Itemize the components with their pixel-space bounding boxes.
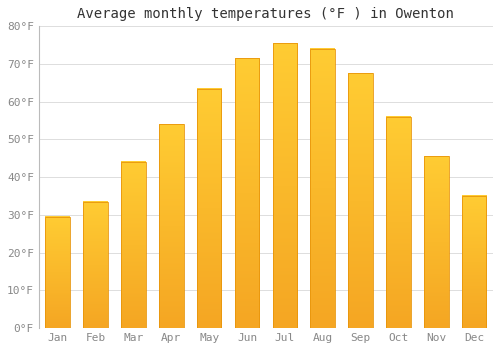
Bar xyxy=(46,217,70,328)
Bar xyxy=(197,89,222,328)
Bar xyxy=(84,202,108,328)
Bar xyxy=(159,124,184,328)
Bar xyxy=(121,162,146,328)
Bar xyxy=(386,117,410,328)
Bar xyxy=(234,58,260,328)
Title: Average monthly temperatures (°F ) in Owenton: Average monthly temperatures (°F ) in Ow… xyxy=(78,7,454,21)
Bar xyxy=(348,74,373,328)
Bar xyxy=(272,43,297,328)
Bar xyxy=(462,196,486,328)
Bar xyxy=(424,156,448,328)
Bar xyxy=(310,49,335,328)
